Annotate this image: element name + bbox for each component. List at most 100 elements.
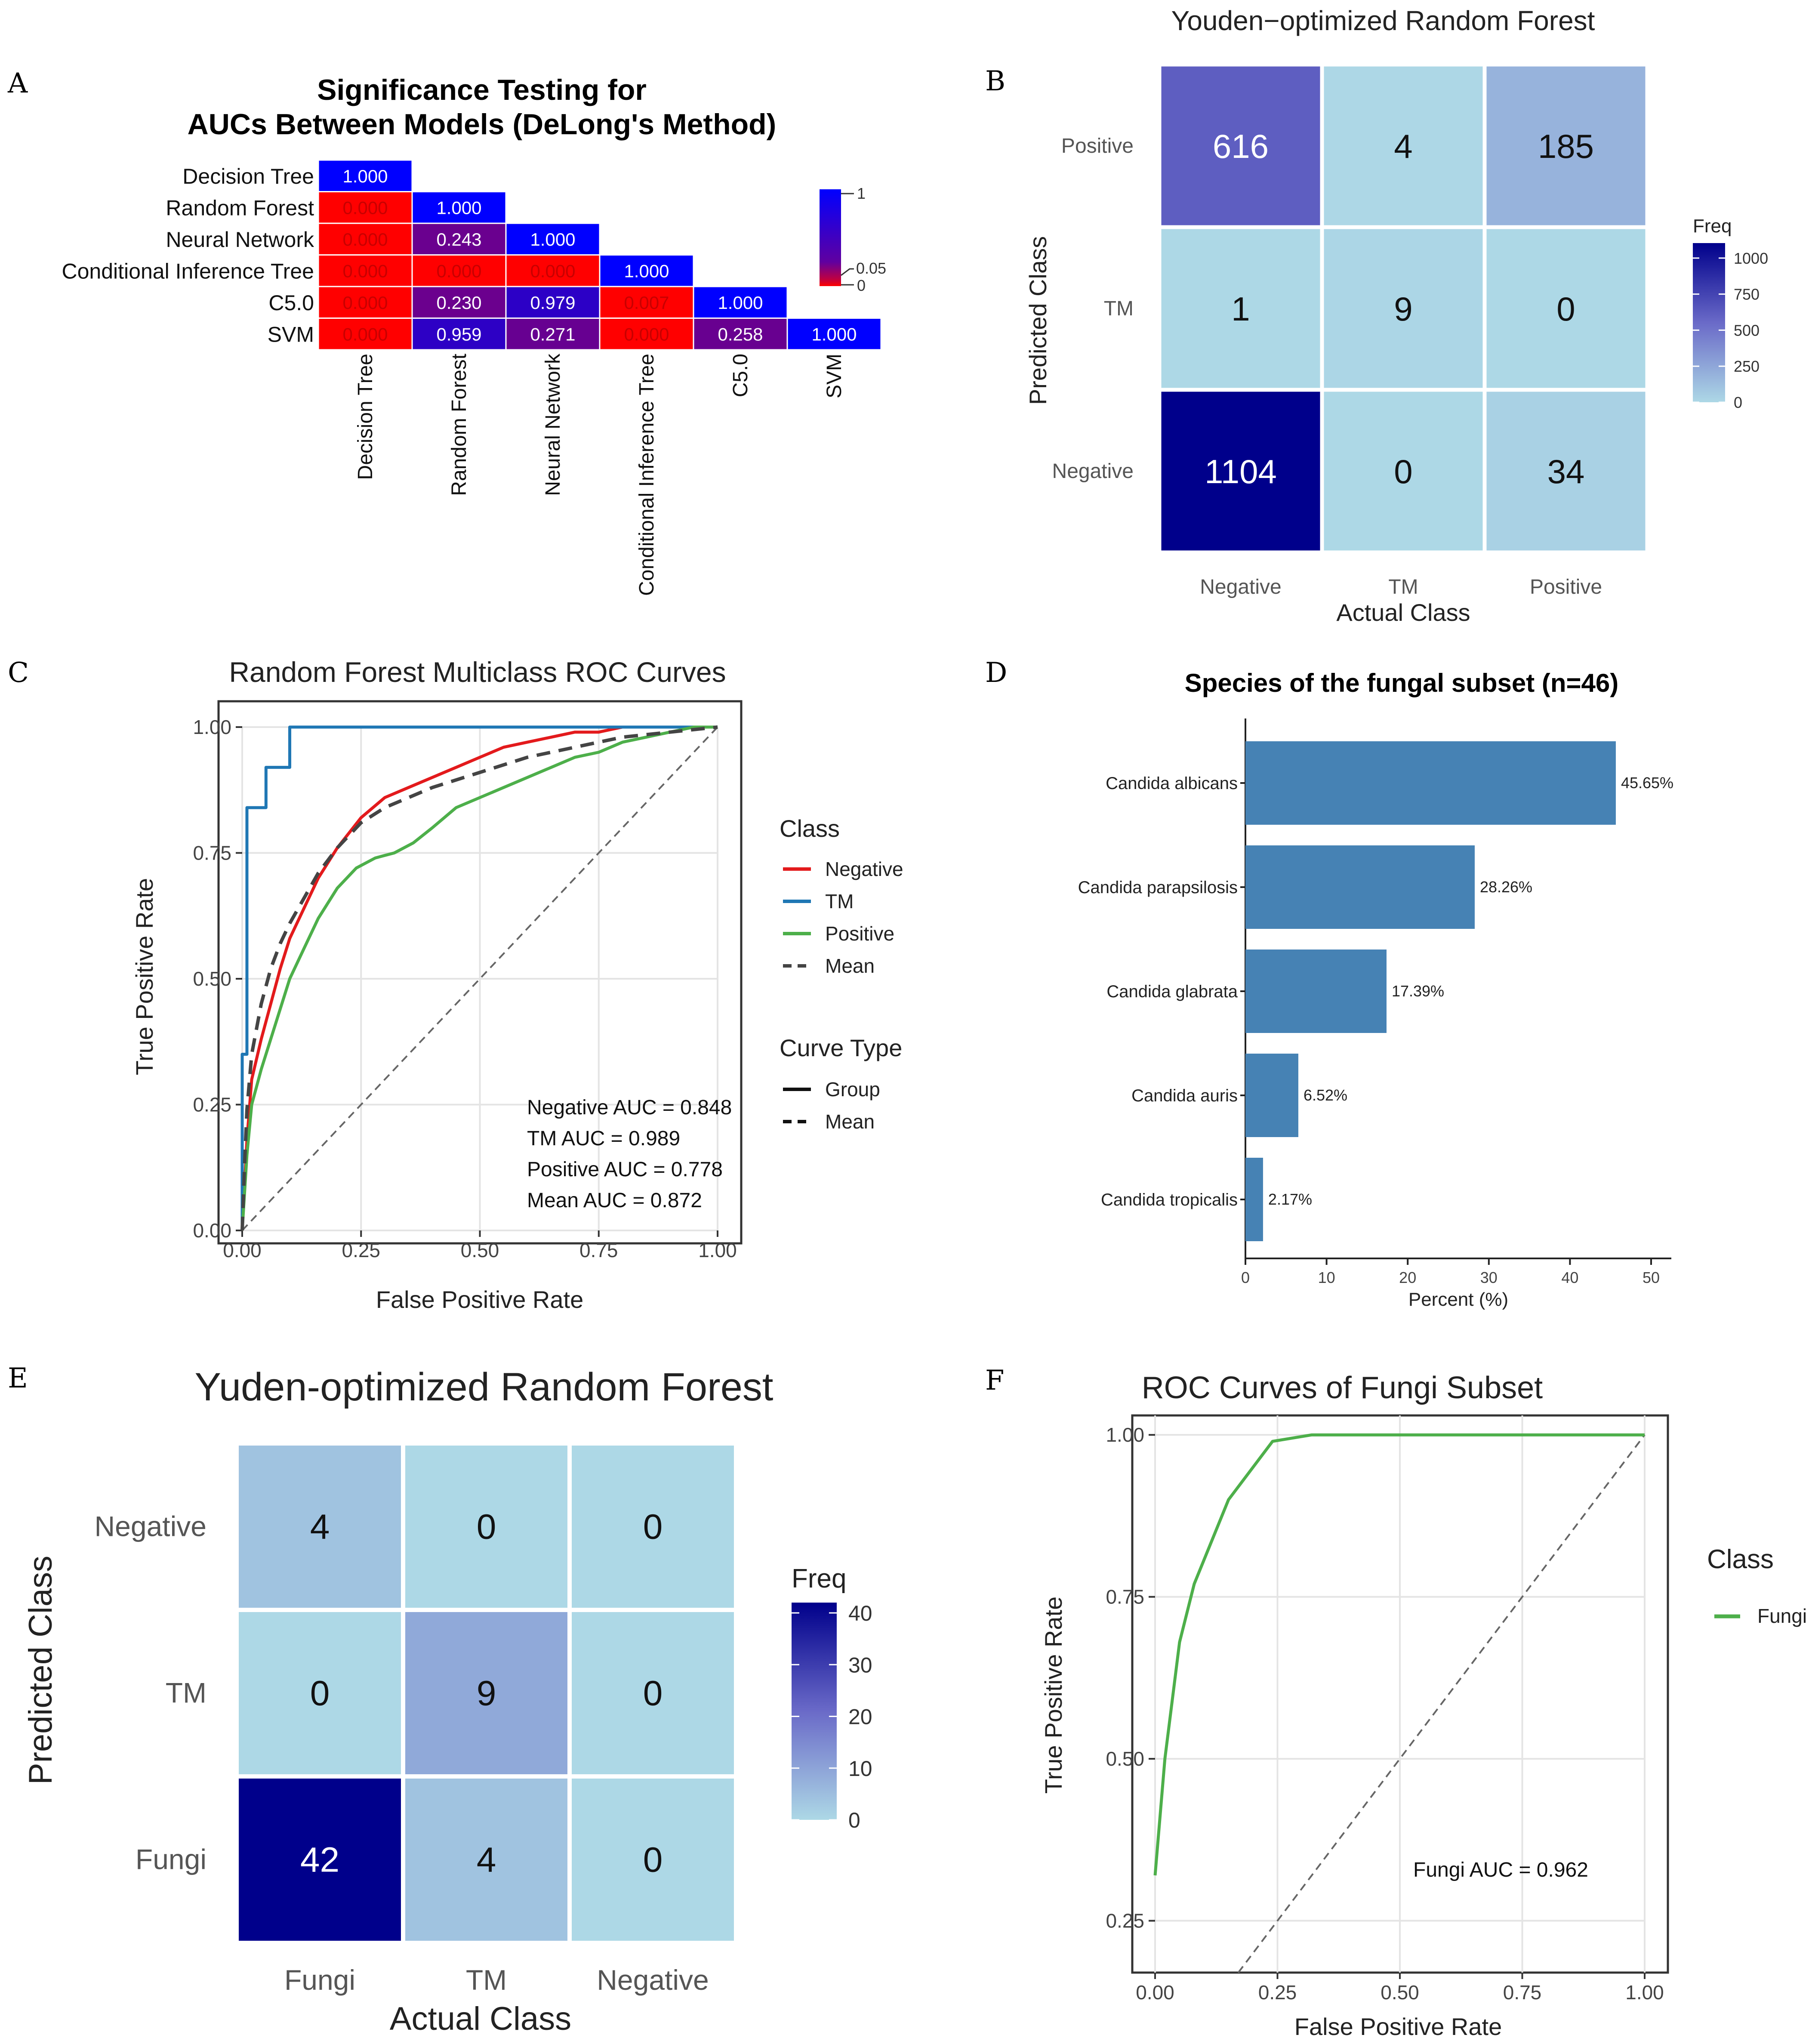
panel-b: Youden−optimized Random Forest 616 4 185 1 9… <box>1024 5 1768 626</box>
b-col-label: TM <box>1388 576 1418 598</box>
panel-letter-c: C <box>8 657 29 689</box>
d-x-tick: 0 <box>1241 1269 1250 1286</box>
b-col-label: Negative <box>1200 576 1281 598</box>
d-value-label: 6.52% <box>1304 1086 1347 1104</box>
e-cell-2-2 <box>567 1774 738 1945</box>
e-ylabel: Predicted Class <box>22 1556 59 1785</box>
a-heatmap-cells: 1.000 0.000 1.000 0.000 0.243 1.000 0.000 0.000… <box>317 159 882 351</box>
c-x-tick: 0.00 <box>223 1239 262 1261</box>
e-cell-value: 42 <box>300 1841 339 1880</box>
f-legend-label-fungi: Fungi <box>1757 1605 1807 1627</box>
d-value-label: 45.65% <box>1621 774 1673 792</box>
e-cell-1-0 <box>234 1608 405 1779</box>
b-cell-value: 0 <box>1556 290 1575 328</box>
c-line-negative <box>240 725 718 1231</box>
c-curve-legend-label: Mean <box>825 1110 875 1133</box>
b-cell-value: 9 <box>1394 290 1412 328</box>
c-legend-curve-title: Curve Type <box>780 1034 902 1061</box>
c-y-tick: 0.75 <box>193 842 231 864</box>
a-legend-tick-1: 1 <box>857 185 866 202</box>
e-col-label: Fungi <box>284 1964 355 1996</box>
e-xlabel: Actual Class <box>390 2001 571 2037</box>
a-cell-value: 0.959 <box>436 324 481 344</box>
c-x-tick: 0.25 <box>342 1239 380 1261</box>
f-x-tick: 0.75 <box>1503 1981 1542 2004</box>
c-legend-label: Mean <box>825 955 875 977</box>
a-legend-bar <box>820 189 841 286</box>
b-legend-bar <box>1693 243 1725 402</box>
c-auc-annotation: Mean AUC = 0.872 <box>527 1189 702 1212</box>
d-bar <box>1245 950 1387 1033</box>
a-cell-4-1 <box>411 286 507 319</box>
c-auc-annotation: Positive AUC = 0.778 <box>527 1158 723 1181</box>
a-cell-value: 0.000 <box>342 229 388 250</box>
c-ticks: 0.00 0.25 0.50 0.75 1.00 0.00 0.25 0.50 0.75 1.00 <box>193 716 737 1261</box>
d-value-label: 17.39% <box>1392 982 1444 1000</box>
a-title-line1: Significance Testing for <box>317 74 647 106</box>
a-cell-value: 0.000 <box>342 293 388 313</box>
e-row-label: TM <box>166 1677 206 1709</box>
a-col-label: Conditional Inference Tree <box>635 354 658 596</box>
a-cell-value: 0.979 <box>530 293 575 313</box>
f-title: ROC Curves of Fungi Subset <box>1142 1371 1543 1405</box>
b-col-label: Positive <box>1530 576 1602 598</box>
a-cell-0-0 <box>317 159 413 192</box>
e-cell-1-2 <box>567 1608 738 1779</box>
panel-d: Species of the fungal subset (n=46) Cand… <box>1078 669 1673 1310</box>
b-legend-tick: 1000 <box>1734 250 1768 267</box>
d-bar <box>1245 1158 1263 1241</box>
c-legend-curve: Group Mean <box>783 1078 880 1133</box>
b-legend-tick: 250 <box>1734 358 1760 375</box>
c-auc-annotations: Negative AUC = 0.848 TM AUC = 0.989 Positi… <box>527 1096 732 1212</box>
d-x-tick: 30 <box>1480 1269 1498 1286</box>
a-cell-value: 0.000 <box>342 261 388 281</box>
b-cell-0-1 <box>1320 62 1487 229</box>
b-cell-1-1 <box>1320 225 1487 392</box>
c-legend-class: Negative TM Positive Mean <box>783 858 903 977</box>
c-x-tick: 0.50 <box>461 1239 499 1261</box>
c-legend-class-title: Class <box>780 815 840 842</box>
e-cell-value: 0 <box>643 1841 663 1880</box>
a-cell-2-2 <box>505 222 601 256</box>
d-category-label: Candida auris <box>1131 1086 1238 1105</box>
f-y-tick: 0.25 <box>1106 1910 1144 1932</box>
c-y-tick: 1.00 <box>193 716 231 738</box>
a-row-label: Conditional Inference Tree <box>62 259 314 283</box>
a-cell-3-1 <box>411 254 507 287</box>
c-y-tick: 0.00 <box>193 1219 231 1242</box>
a-cell-value: 0.007 <box>624 293 669 313</box>
b-cell-value: 0 <box>1394 453 1412 490</box>
a-row-label: C5.0 <box>268 291 314 315</box>
e-cell-2-0 <box>234 1774 405 1945</box>
b-ylabel: Predicted Class <box>1024 236 1051 405</box>
b-heatmap-cells: 616 4 185 1 9 0 1104 0 34 <box>1157 62 1649 555</box>
b-title: Youden−optimized Random Forest <box>1171 5 1595 36</box>
c-legend-label: Negative <box>825 858 903 880</box>
c-title: Random Forest Multiclass ROC Curves <box>229 656 726 688</box>
a-col-label: C5.0 <box>729 354 752 397</box>
d-category-label: Candida tropicalis <box>1101 1190 1238 1209</box>
a-col-label: Decision Tree <box>354 354 377 480</box>
b-legend-tick: 750 <box>1734 286 1760 303</box>
a-legend-tick-005: 0.05 <box>856 259 886 277</box>
b-cell-0-0 <box>1157 62 1324 229</box>
f-roc-lines <box>1153 1433 1646 1973</box>
d-title: Species of the fungal subset (n=46) <box>1185 669 1619 697</box>
a-row-labels: Decision Tree Random Forest Neural Network… <box>62 164 314 347</box>
c-curve-legend-label: Group <box>825 1078 880 1101</box>
a-cell-5-3 <box>599 318 694 351</box>
e-cell-value: 0 <box>643 1674 663 1713</box>
e-col-label: Negative <box>597 1964 709 1996</box>
panel-letter-a: A <box>7 68 28 99</box>
a-cell-value: 1.000 <box>436 197 481 218</box>
b-cell-0-2 <box>1482 62 1649 229</box>
panel-letter-b: B <box>985 65 1005 97</box>
panel-e: Yuden-optimized Random Forest 4 0 00 9 042 4 0… <box>22 1365 872 2037</box>
b-legend-tick: 500 <box>1734 321 1760 339</box>
f-diagonal <box>1237 1434 1646 1973</box>
e-cell-value: 4 <box>310 1508 330 1547</box>
e-col-label: TM <box>466 1964 507 1996</box>
panel-f: ROC Curves of Fungi Subset 0.00 0.25 0.50 0… <box>1040 1371 1807 2040</box>
b-legend-ticks: 1000 750 500 250 0 <box>1693 250 1768 411</box>
c-x-tick: 1.00 <box>698 1239 737 1261</box>
